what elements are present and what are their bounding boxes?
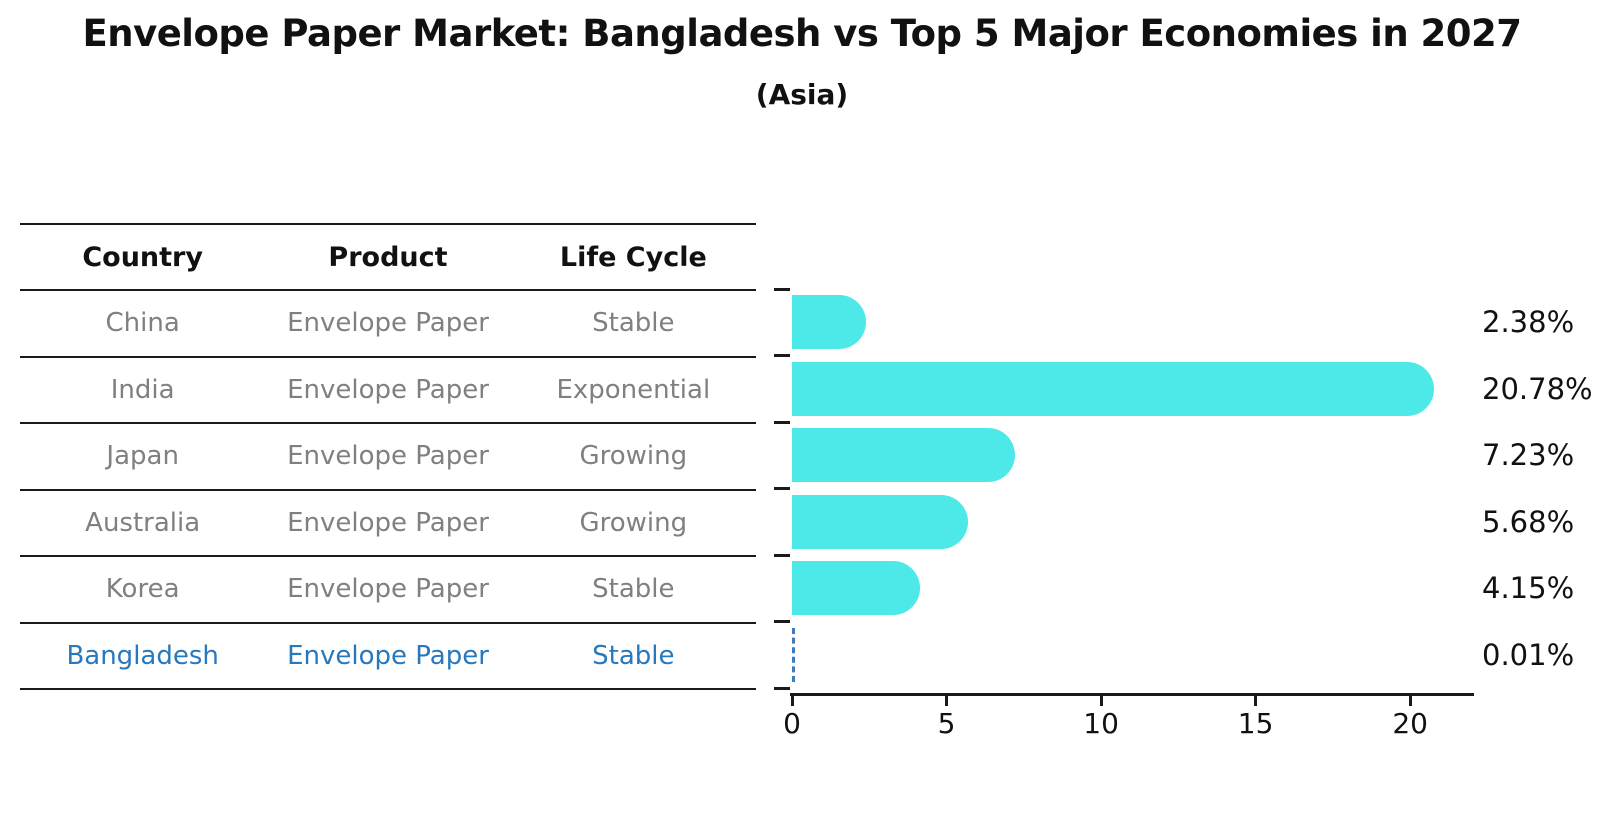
bar-row-india: 20.78% — [792, 356, 1593, 423]
cell-country: Bangladesh — [66, 640, 219, 671]
cell-lifecycle: Growing — [579, 507, 688, 538]
cell-lifecycle: Stable — [592, 640, 675, 671]
table-row-china: China Envelope Paper Stable — [20, 291, 756, 358]
page-subtitle: (Asia) — [755, 78, 849, 111]
value-label-india: 20.78% — [1482, 371, 1593, 406]
bar-row-bangladesh: 0.01% — [792, 622, 1574, 689]
value-label-japan: 7.23% — [1482, 438, 1575, 473]
bar-japan — [792, 428, 1016, 483]
cell-lifecycle: Growing — [579, 441, 688, 472]
country-table: Country Product Life Cycle China Envelop… — [20, 223, 756, 690]
value-label-korea: 4.15% — [1482, 571, 1575, 606]
cell-country: China — [105, 308, 180, 339]
cell-product: Envelope Paper — [287, 574, 489, 605]
bar-row-australia: 5.68% — [792, 489, 1574, 556]
x-tick-mark — [790, 696, 794, 706]
x-tick-label: 5 — [937, 707, 956, 740]
column-header-country: Country — [82, 241, 203, 273]
x-tick-label: 0 — [783, 707, 801, 740]
cell-product: Envelope Paper — [287, 640, 489, 671]
cell-product: Envelope Paper — [287, 308, 489, 339]
cell-country: Japan — [106, 441, 179, 472]
x-tick-mark — [1408, 696, 1412, 706]
y-axis-tick — [774, 553, 790, 557]
table-row-bangladesh-highlighted: Bangladesh Envelope Paper Stable — [20, 624, 756, 690]
x-tick-label: 15 — [1237, 707, 1274, 740]
page-title: Envelope Paper Market: Bangladesh vs Top… — [82, 12, 1522, 55]
column-header-product: Product — [328, 241, 448, 273]
cell-product: Envelope Paper — [287, 507, 489, 538]
bar-australia — [792, 494, 968, 549]
table-row-australia: Australia Envelope Paper Growing — [20, 491, 756, 557]
table-header-row: Country Product Life Cycle — [20, 225, 756, 291]
bar-korea — [792, 561, 921, 616]
cell-country: India — [110, 374, 175, 405]
bar-plot: 2.38% 20.78% 7.23% 5.68% 4.15% 0.01% 0 — [774, 287, 1593, 740]
bar-bangladesh-dashed — [792, 627, 795, 682]
cell-lifecycle: Stable — [592, 308, 675, 339]
bar-china — [792, 295, 866, 350]
x-tick-mark — [1254, 696, 1258, 706]
x-tick-label: 10 — [1083, 707, 1119, 740]
value-label-china: 2.38% — [1482, 305, 1575, 340]
bar-row-korea: 4.15% — [792, 555, 1574, 622]
table-row-korea: Korea Envelope Paper Stable — [20, 557, 756, 624]
x-tick-mark — [1099, 696, 1103, 706]
bar-india — [792, 361, 1435, 416]
bar-row-japan: 7.23% — [792, 422, 1574, 489]
y-axis-tick — [774, 487, 790, 490]
x-axis-line — [790, 693, 1474, 696]
x-tick-mark — [945, 696, 949, 706]
y-axis-tick — [774, 287, 790, 291]
y-axis-tick — [774, 420, 790, 424]
column-header-lifecycle: Life Cycle — [559, 241, 707, 273]
bar-row-china: 2.38% — [792, 289, 1574, 356]
cell-product: Envelope Paper — [287, 374, 489, 405]
y-axis-tick — [774, 686, 790, 690]
cell-country: Australia — [85, 507, 201, 538]
value-label-australia: 5.68% — [1482, 504, 1575, 539]
cell-country: Korea — [105, 574, 180, 605]
table-row-japan: Japan Envelope Paper Growing — [20, 424, 756, 491]
table-row-india: India Envelope Paper Exponential — [20, 358, 756, 424]
cell-product: Envelope Paper — [287, 441, 489, 472]
x-tick-label: 20 — [1392, 707, 1428, 740]
y-axis-tick — [774, 354, 790, 357]
cell-lifecycle: Stable — [592, 574, 675, 605]
y-axis-tick — [774, 620, 790, 623]
cell-lifecycle: Exponential — [556, 374, 711, 405]
value-label-bangladesh: 0.01% — [1482, 637, 1575, 672]
